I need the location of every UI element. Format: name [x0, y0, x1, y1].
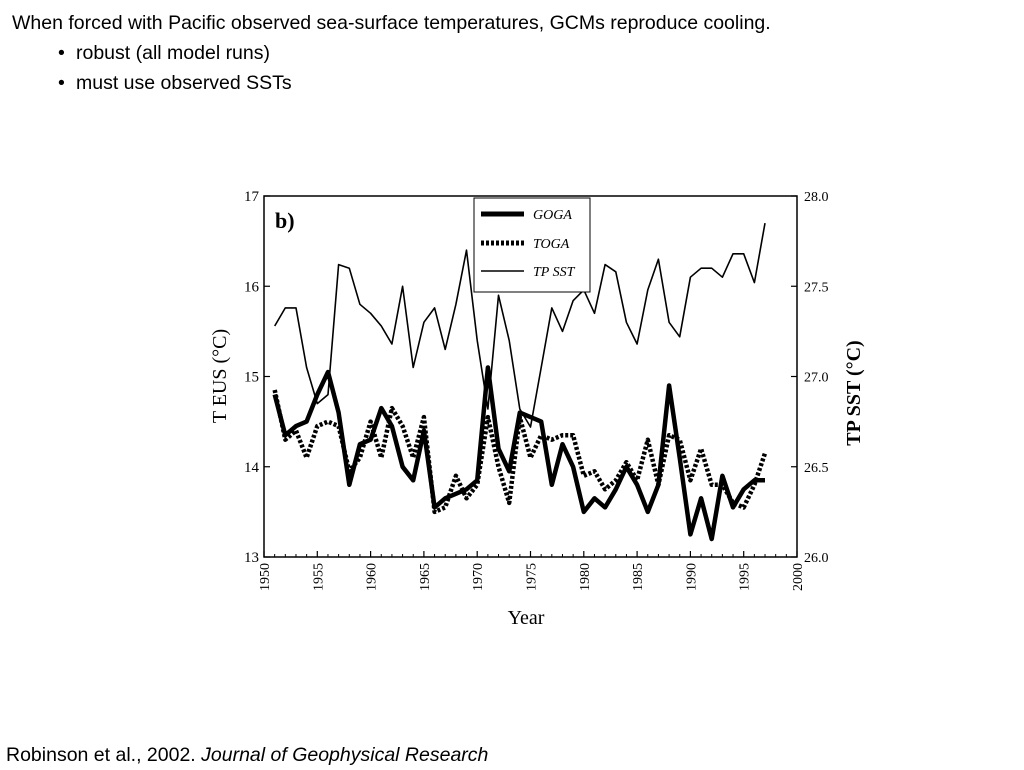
bullet-marker: •: [58, 72, 65, 94]
citation-journal: Journal of Geophysical Research: [201, 744, 489, 766]
series-line-toga: [272, 389, 768, 515]
legend-label-goga: GOGA: [533, 208, 572, 223]
legend: GOGA TOGA TP SST: [473, 197, 591, 293]
y-right-tick-label: 26.0: [804, 551, 829, 566]
series-line-goga: [272, 365, 765, 542]
x-tick-label: 1960: [365, 563, 380, 591]
y-right-tick-label: 28.0: [804, 190, 829, 205]
y-left-tick-label: 17: [244, 189, 260, 205]
y-right-tick-label: 27.5: [804, 280, 829, 295]
x-tick-label: 1950: [258, 563, 273, 591]
x-tick-label: 1985: [631, 563, 646, 591]
y-left-tick-label: 16: [244, 279, 260, 295]
bullet-text: robust (all model runs): [76, 42, 270, 64]
axis-ticks: 1950 1955 1960 1965 1970 1975 1980 1985 1990 1995…: [244, 189, 829, 591]
bullet-marker: •: [58, 42, 65, 64]
y-axis-title-right: TP SST (°C): [843, 340, 865, 445]
x-tick-label: 1955: [311, 563, 326, 591]
x-tick-label: 1980: [578, 563, 593, 591]
x-tick-label: 1965: [418, 563, 433, 591]
x-tick-label: 1975: [525, 563, 540, 591]
y-left-tick-label: 15: [244, 370, 259, 386]
y-left-tick-label: 14: [244, 460, 260, 476]
bullet-item: • must use observed SSTs: [58, 68, 292, 98]
x-axis-title: Year: [508, 607, 545, 629]
series-line-tp-sst: [274, 222, 766, 428]
legend-label-tp-sst: TP SST: [533, 265, 576, 280]
citation: Robinson et al., 2002. Journal of Geophy…: [6, 740, 488, 770]
y-right-tick-label: 26.5: [804, 461, 829, 476]
x-tick-label: 1990: [684, 563, 699, 591]
y-right-tick-label: 27.0: [804, 371, 829, 386]
bullet-text: must use observed SSTs: [76, 72, 292, 94]
slide-heading: When forced with Pacific observed sea-su…: [12, 12, 771, 34]
y-axis-title-left: T EUS (°C): [209, 329, 231, 423]
x-tick-label: 2000: [791, 563, 806, 591]
series-lines: [272, 222, 768, 542]
x-tick-label: 1995: [738, 563, 753, 591]
bullet-item: • robust (all model runs): [58, 38, 292, 68]
x-tick-label: 1970: [471, 563, 486, 591]
legend-label-toga: TOGA: [533, 237, 570, 252]
bullet-list: • robust (all model runs) • must use obser…: [58, 38, 292, 98]
panel-label: b): [275, 208, 295, 233]
citation-authors: Robinson et al., 2002.: [6, 744, 202, 766]
y-left-tick-label: 13: [244, 550, 259, 566]
